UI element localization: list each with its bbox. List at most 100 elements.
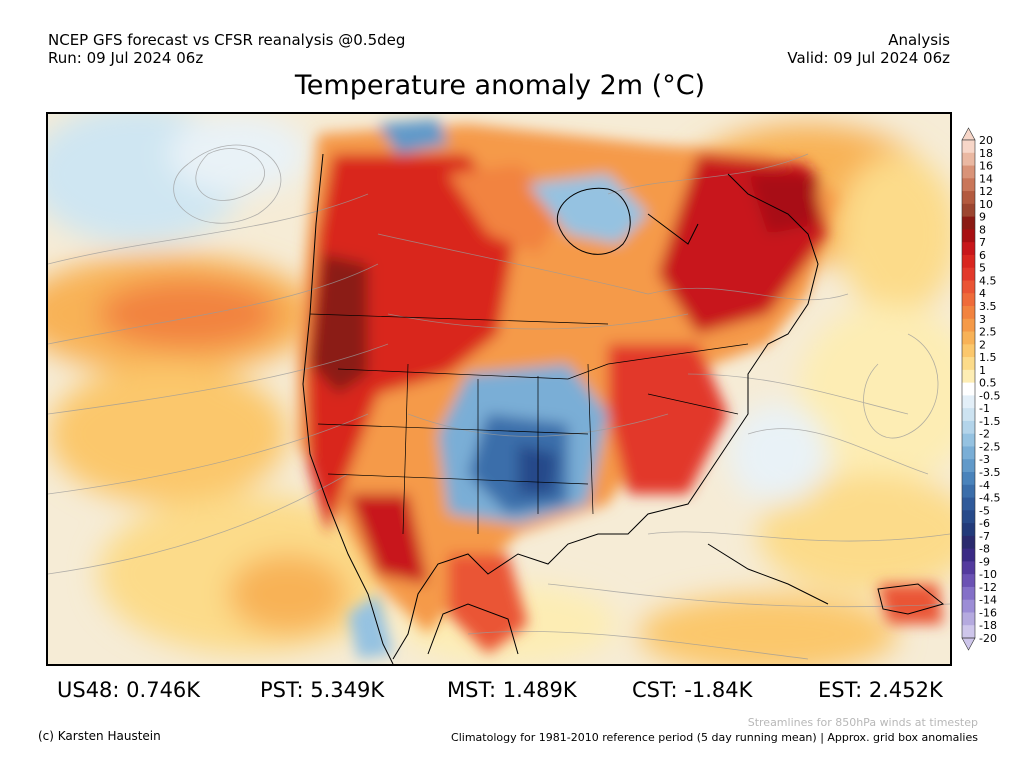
colorbar-swatch (962, 357, 975, 371)
colorbar-tick-label: 1.5 (979, 351, 997, 364)
colorbar-swatch (962, 254, 975, 269)
valid-line: Valid: 09 Jul 2024 06z (787, 49, 950, 67)
colorbar-swatch (962, 216, 975, 230)
anomaly-field-ocean (48, 114, 950, 664)
colorbar-swatch (962, 395, 975, 409)
colorbar-tick-label: 18 (979, 147, 993, 160)
colorbar-tick-label: -4 (979, 479, 990, 492)
colorbar-swatch (962, 331, 975, 345)
colorbar-tick-label: -3 (979, 453, 990, 466)
stat-mst: MST: 1.489K (447, 678, 577, 702)
stat-pst: PST: 5.349K (260, 678, 385, 702)
colorbar-swatch (962, 229, 975, 243)
colorbar-tick-label: 16 (979, 160, 993, 173)
regional-averages: US48: 0.746K PST: 5.349K MST: 1.489K CST… (0, 678, 1000, 706)
colorbar-swatch (962, 497, 975, 511)
colorbar-swatch (962, 446, 975, 460)
colorbar-swatch (962, 535, 975, 550)
colorbar-swatch (962, 306, 975, 320)
colorbar-swatch (962, 178, 975, 192)
colorbar-swatch (962, 625, 975, 639)
coastlines (302, 153, 945, 664)
political-borders (309, 313, 749, 535)
colorbar-swatch (962, 586, 975, 601)
colorbar-swatch (962, 203, 975, 218)
colorbar-tick-label: 12 (979, 185, 993, 198)
colorbar-tick-label: 8 (979, 223, 986, 236)
colorbar-swatch (962, 612, 975, 626)
colorbar-tick-label: 6 (979, 249, 986, 262)
colorbar-swatch (962, 510, 975, 524)
colorbar-tick-label: 1 (979, 364, 986, 377)
climatology-note: Climatology for 1981-2010 reference peri… (451, 731, 978, 744)
colorbar-tick-label: 0.5 (979, 377, 997, 390)
colorbar-tick-label: -9 (979, 555, 990, 568)
colorbar-swatch (962, 420, 975, 435)
colorbar-tick-label: -6 (979, 517, 990, 530)
colorbar-swatch (962, 382, 975, 396)
colorbar-tick-label: -12 (979, 581, 997, 594)
colorbar-swatch (962, 433, 975, 447)
streamlines-note: Streamlines for 850hPa winds at timestep (747, 716, 978, 729)
colorbar-tick-label: 4 (979, 287, 986, 300)
colorbar-tick-label: -16 (979, 606, 997, 619)
colorbar-swatch (962, 574, 975, 588)
colorbar-tick-label: -14 (979, 594, 997, 607)
stat-us48: US48: 0.746K (57, 678, 201, 702)
colorbar-swatch (962, 191, 975, 205)
colorbar-tick-label: -1.5 (979, 415, 1000, 428)
colorbar-swatch (962, 344, 975, 358)
colorbar: 201816141210987654.543.532.521.510.5-0.5… (961, 127, 1000, 651)
colorbar-tick-label: -4.5 (979, 492, 1000, 505)
colorbar-tick-label: -2.5 (979, 440, 1000, 453)
anomaly-map (46, 112, 952, 666)
source-line: NCEP GFS forecast vs CFSR reanalysis @0.… (48, 31, 406, 49)
stat-cst: CST: -1.84K (632, 678, 753, 702)
colorbar-swatch (962, 369, 975, 384)
colorbar-outline (961, 139, 976, 639)
colorbar-tick-label: -3.5 (979, 466, 1000, 479)
colorbar-swatch (962, 242, 975, 256)
wind-streamlines (48, 144, 950, 660)
colorbar-swatch (962, 152, 975, 166)
colorbar-tick-label: -10 (979, 568, 997, 581)
colorbar-tick-label: 9 (979, 211, 986, 224)
colorbar-tick-label: -1 (979, 402, 990, 415)
colorbar-tick-label: 20 (979, 134, 993, 147)
colorbar-tick-label: 7 (979, 236, 986, 249)
colorbar-tick-label: -0.5 (979, 389, 1000, 402)
colorbar-swatch (962, 318, 975, 332)
colorbar-swatch (962, 408, 975, 422)
colorbar-swatch (962, 561, 975, 575)
run-line: Run: 09 Jul 2024 06z (48, 49, 204, 67)
colorbar-tick-label: -18 (979, 619, 997, 632)
colorbar-swatch (962, 267, 975, 281)
header-right: Analysis Valid: 09 Jul 2024 06z (787, 31, 950, 67)
colorbar-swatch (962, 523, 975, 537)
colorbar-tick-label: -20 (979, 632, 997, 645)
header-left: NCEP GFS forecast vs CFSR reanalysis @0.… (48, 31, 405, 67)
type-line: Analysis (888, 31, 950, 49)
colorbar-tick-label: 2 (979, 338, 986, 351)
colorbar-swatch (962, 472, 975, 486)
copyright: (c) Karsten Haustein (38, 729, 161, 743)
colorbar-tick-label: 3 (979, 313, 986, 326)
colorbar-swatch (962, 548, 975, 562)
anomaly-map-canvas (48, 114, 950, 664)
colorbar-swatch (962, 293, 975, 307)
colorbar-swatch (962, 140, 975, 154)
colorbar-tick-label: 4.5 (979, 274, 997, 287)
colorbar-tick-label: 14 (979, 172, 993, 185)
colorbar-tick-label: -2 (979, 428, 990, 441)
stat-est: EST: 2.452K (818, 678, 943, 702)
colorbar-swatch (962, 484, 975, 498)
colorbar-tick-label: -8 (979, 543, 990, 556)
colorbar-tick-label: 3.5 (979, 300, 997, 313)
colorbar-tick-label: 2.5 (979, 326, 997, 339)
colorbar-tick-label: -7 (979, 530, 990, 543)
colorbar-tick-label: 5 (979, 262, 986, 275)
map-title: Temperature anomaly 2m (°C) (294, 70, 706, 101)
colorbar-extend-top (961, 127, 976, 141)
colorbar-tick-label: 10 (979, 198, 993, 211)
colorbar-swatch (962, 459, 975, 473)
